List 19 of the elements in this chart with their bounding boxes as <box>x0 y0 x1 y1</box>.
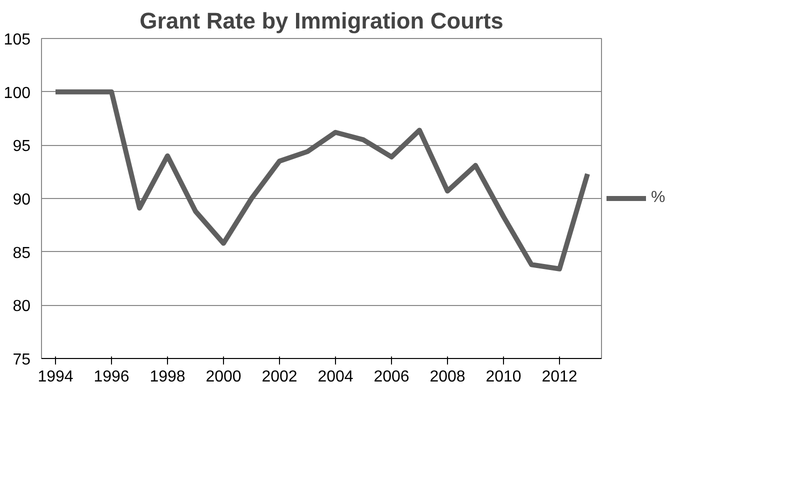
x-tick-label: 2000 <box>206 368 242 386</box>
x-tick-label: 2006 <box>374 368 410 386</box>
legend-label: % <box>651 189 666 207</box>
x-tick-label: 2002 <box>262 368 298 386</box>
x-tick-label: 1996 <box>94 368 130 386</box>
y-tick-label: 85 <box>12 244 31 262</box>
x-tick-label: 1998 <box>150 368 186 386</box>
y-tick-label: 75 <box>12 352 31 368</box>
chart-title: Grant Rate by Immigration Courts <box>140 8 504 34</box>
x-tick-label: 2004 <box>318 368 354 386</box>
y-tick-label: 105 <box>4 32 31 48</box>
x-tick-label: 2010 <box>486 368 522 386</box>
y-tick-label: 95 <box>12 138 31 156</box>
x-tick-label: 2008 <box>430 368 466 386</box>
y-tick-label: 100 <box>4 84 31 102</box>
y-tick-label: 90 <box>12 192 31 208</box>
y-tick-label: 80 <box>12 298 31 316</box>
x-tick-label: 1994 <box>38 368 74 386</box>
x-tick-label: 2012 <box>542 368 578 386</box>
